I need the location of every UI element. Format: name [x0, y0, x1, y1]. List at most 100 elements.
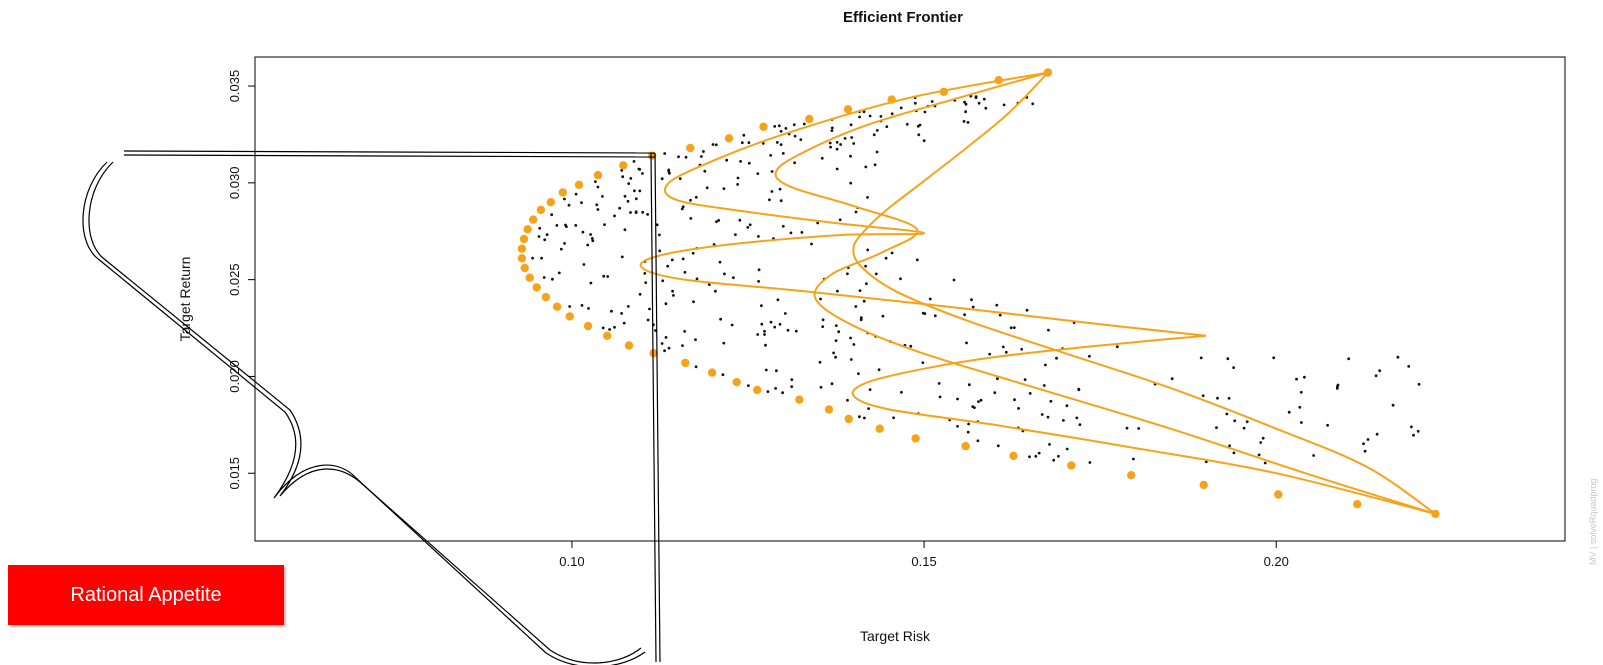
portfolio-point — [694, 365, 698, 369]
portfolio-point — [587, 307, 590, 310]
portfolio-point — [694, 195, 698, 199]
portfolio-point — [1245, 420, 1249, 424]
portfolio-point — [977, 101, 981, 105]
x-tick-label: 0.10 — [559, 554, 584, 569]
portfolio-point — [550, 213, 554, 217]
x-axis-label: Target Risk — [860, 628, 931, 644]
portfolio-point — [769, 320, 773, 324]
portfolio-point — [1023, 378, 1027, 381]
portfolio-point — [643, 272, 647, 275]
portfolio-point — [922, 139, 926, 143]
portfolio-point — [1295, 377, 1298, 381]
portfolio-point — [849, 154, 852, 158]
portfolio-point — [747, 141, 751, 145]
portfolio-point — [974, 96, 978, 99]
portfolio-point — [641, 172, 644, 175]
portfolio-point — [799, 138, 803, 142]
portfolio-point — [1396, 355, 1400, 359]
portfolio-point — [683, 330, 687, 333]
portfolio-point — [626, 305, 630, 308]
portfolio-point — [778, 187, 782, 191]
portfolio-point — [875, 150, 879, 154]
portfolio-point — [1228, 444, 1231, 448]
portfolio-point — [779, 143, 783, 147]
portfolio-point — [746, 226, 750, 229]
portfolio-point — [667, 168, 671, 172]
frontier-point — [624, 341, 634, 350]
frontier-point — [583, 321, 593, 331]
portfolio-point — [620, 255, 624, 259]
portfolio-point — [610, 309, 613, 313]
portfolio-point — [712, 243, 716, 246]
portfolio-point — [774, 387, 777, 390]
portfolio-point — [879, 115, 883, 118]
frontier-point — [1431, 509, 1440, 519]
portfolio-point — [700, 155, 703, 158]
portfolio-point — [858, 289, 862, 292]
portfolio-point — [589, 233, 592, 236]
frontier-points — [517, 68, 1440, 519]
portfolio-point — [1216, 396, 1219, 400]
portfolio-point — [661, 279, 665, 283]
portfolio-point — [846, 272, 849, 276]
portfolio-point — [1287, 410, 1291, 414]
frontier-point — [649, 349, 658, 358]
portfolio-point — [586, 243, 590, 247]
portfolio-point — [1336, 385, 1339, 388]
portfolio-point — [858, 415, 861, 419]
portfolio-point — [764, 368, 768, 372]
portfolio-point — [1065, 447, 1069, 451]
portfolio-point — [921, 361, 925, 364]
portfolio-point — [839, 143, 842, 146]
portfolio-point — [830, 129, 834, 133]
portfolio-point — [613, 214, 616, 218]
portfolio-point — [1002, 103, 1006, 107]
frontier-point — [1353, 500, 1362, 509]
portfolio-point — [757, 235, 760, 238]
portfolio-point — [623, 228, 627, 232]
portfolio-point — [641, 210, 645, 214]
portfolio-point — [629, 177, 633, 180]
portfolio-point — [540, 256, 543, 260]
portfolio-point — [970, 298, 973, 302]
frontier-curve — [851, 334, 1436, 515]
frontier-point — [546, 198, 555, 207]
portfolio-point — [581, 230, 585, 234]
rational-appetite-button[interactable]: Rational Appetite — [8, 565, 284, 625]
portfolio-point — [730, 323, 734, 327]
portfolio-point — [664, 336, 668, 339]
portfolio-point — [537, 235, 541, 238]
portfolio-point — [725, 158, 729, 162]
portfolio-point — [859, 318, 863, 322]
portfolio-point — [963, 313, 966, 317]
portfolio-point — [763, 329, 766, 333]
portfolio-point — [858, 115, 861, 119]
portfolio-point — [761, 142, 765, 145]
frontier-point — [759, 122, 768, 131]
portfolio-point — [890, 112, 894, 116]
frontier-point — [558, 188, 567, 197]
portfolio-point — [1031, 102, 1035, 106]
portfolio-point — [915, 258, 919, 262]
portfolio-point — [966, 430, 970, 434]
portfolio-point — [695, 277, 699, 281]
frontier-curve — [774, 71, 1436, 515]
portfolio-point — [601, 326, 605, 330]
portfolio-point — [627, 182, 631, 186]
frontier-point — [753, 385, 762, 395]
portfolio-point — [1303, 375, 1306, 379]
frontier-point — [994, 76, 1003, 85]
portfolio-point — [982, 97, 986, 101]
portfolio-point — [634, 211, 638, 215]
portfolio-point — [821, 325, 825, 328]
portfolio-point — [892, 416, 895, 420]
portfolio-point — [1055, 356, 1058, 360]
portfolio-point — [1004, 350, 1008, 354]
portfolio-point — [1052, 458, 1056, 462]
portfolio-point — [866, 248, 870, 252]
portfolio-point — [1137, 427, 1141, 430]
portfolio-point — [663, 152, 667, 155]
portfolio-point — [829, 145, 832, 149]
portfolio-point — [620, 312, 623, 315]
portfolio-point — [877, 368, 881, 372]
